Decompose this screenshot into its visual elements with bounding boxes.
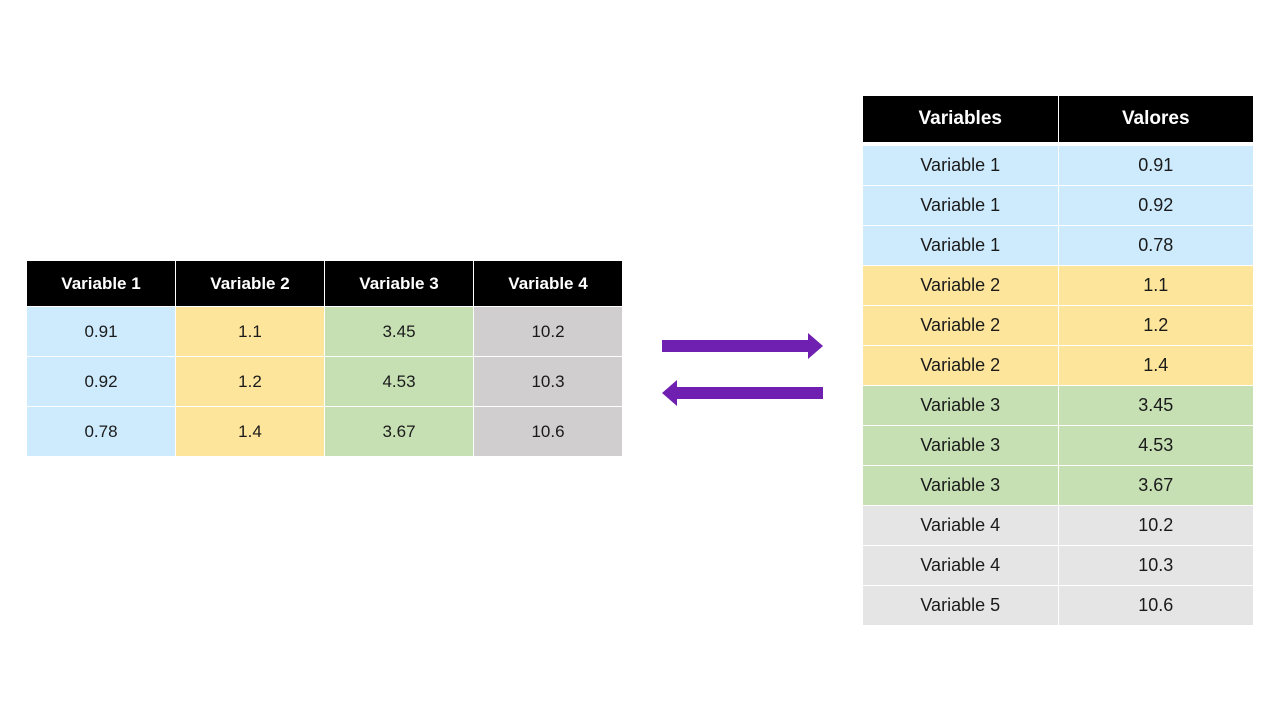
right-arrow-icon [662, 333, 823, 359]
wide-format-table: Variable 1 Variable 2 Variable 3 Variabl… [26, 260, 623, 457]
table-row: 0.78 1.4 3.67 10.6 [26, 406, 623, 457]
value-cell: 10.3 [1057, 545, 1254, 586]
table-cell: 3.67 [324, 406, 474, 457]
value-cell: 10.6 [1057, 585, 1254, 626]
table-row: Variable 3 3.45 [862, 385, 1254, 426]
variable-cell: Variable 2 [862, 345, 1059, 386]
variable-cell: Variable 1 [862, 145, 1059, 186]
table-row: Variable 2 1.4 [862, 345, 1254, 386]
wide-header-variable-4: Variable 4 [473, 260, 623, 307]
long-header-variables: Variables [862, 95, 1059, 143]
long-header-valores: Valores [1057, 95, 1254, 143]
table-row: Variable 5 10.6 [862, 585, 1254, 626]
variable-cell: Variable 3 [862, 465, 1059, 506]
variable-cell: Variable 2 [862, 305, 1059, 346]
table-cell: 0.78 [26, 406, 176, 457]
variable-cell: Variable 1 [862, 185, 1059, 226]
variable-cell: Variable 3 [862, 425, 1059, 466]
long-format-table: Variables Valores Variable 1 0.91 Variab… [862, 95, 1254, 626]
wide-table-header-row: Variable 1 Variable 2 Variable 3 Variabl… [26, 260, 623, 307]
table-cell: 4.53 [324, 356, 474, 407]
value-cell: 4.53 [1057, 425, 1254, 466]
wide-header-variable-2: Variable 2 [175, 260, 325, 307]
variable-cell: Variable 2 [862, 265, 1059, 306]
table-row: Variable 1 0.91 [862, 145, 1254, 186]
table-row: Variable 4 10.2 [862, 505, 1254, 546]
table-cell: 0.92 [26, 356, 176, 407]
table-cell: 1.2 [175, 356, 325, 407]
left-arrow-icon [662, 380, 823, 406]
long-table-header-row: Variables Valores [862, 95, 1254, 143]
value-cell: 10.2 [1057, 505, 1254, 546]
variable-cell: Variable 4 [862, 505, 1059, 546]
table-row: Variable 3 3.67 [862, 465, 1254, 506]
value-cell: 0.92 [1057, 185, 1254, 226]
table-row: Variable 4 10.3 [862, 545, 1254, 586]
value-cell: 1.2 [1057, 305, 1254, 346]
table-cell: 0.91 [26, 306, 176, 357]
table-row: Variable 2 1.1 [862, 265, 1254, 306]
value-cell: 3.45 [1057, 385, 1254, 426]
table-row: Variable 2 1.2 [862, 305, 1254, 346]
value-cell: 3.67 [1057, 465, 1254, 506]
value-cell: 1.4 [1057, 345, 1254, 386]
value-cell: 0.91 [1057, 145, 1254, 186]
table-cell: 10.3 [473, 356, 623, 407]
conversion-arrows [662, 333, 823, 406]
table-row: 0.92 1.2 4.53 10.3 [26, 356, 623, 407]
variable-cell: Variable 5 [862, 585, 1059, 626]
variable-cell: Variable 1 [862, 225, 1059, 266]
table-cell: 3.45 [324, 306, 474, 357]
wide-header-variable-3: Variable 3 [324, 260, 474, 307]
variable-cell: Variable 3 [862, 385, 1059, 426]
header-gap [862, 142, 1254, 146]
value-cell: 0.78 [1057, 225, 1254, 266]
table-row: Variable 3 4.53 [862, 425, 1254, 466]
table-cell: 1.4 [175, 406, 325, 457]
wide-header-variable-1: Variable 1 [26, 260, 176, 307]
table-cell: 10.2 [473, 306, 623, 357]
variable-cell: Variable 4 [862, 545, 1059, 586]
table-cell: 1.1 [175, 306, 325, 357]
value-cell: 1.1 [1057, 265, 1254, 306]
table-cell: 10.6 [473, 406, 623, 457]
table-row: 0.91 1.1 3.45 10.2 [26, 306, 623, 357]
table-row: Variable 1 0.92 [862, 185, 1254, 226]
table-row: Variable 1 0.78 [862, 225, 1254, 266]
